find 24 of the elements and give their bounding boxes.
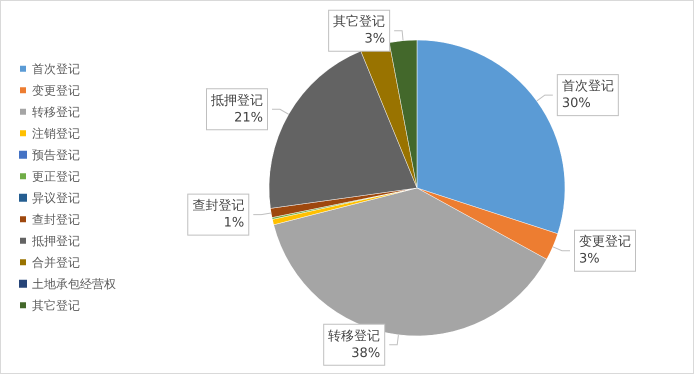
slice-label: 变更登记 <box>579 234 632 250</box>
data-label: 21% <box>234 110 264 126</box>
legend-label: 查封登记 <box>32 212 80 226</box>
legend-label: 预告登记 <box>32 148 80 162</box>
legend-label: 抵押登记 <box>31 234 80 248</box>
legend-label: 更正登记 <box>32 169 80 184</box>
data-label: 1% <box>224 216 244 231</box>
slice-label: 转移登记 <box>328 328 380 344</box>
legend-label: 转移登记 <box>32 104 80 119</box>
legend-label: 变更登记 <box>32 83 80 98</box>
slice-label: 查封登记 <box>192 198 244 214</box>
data-label: 3% <box>364 32 386 47</box>
legend-label: 合并登记 <box>32 255 80 270</box>
legend-label: 首次登记 <box>32 62 80 76</box>
legend-label: 异议登记 <box>32 190 80 205</box>
data-label: 30% <box>562 96 591 112</box>
slice-label: 抵押登记 <box>210 93 264 108</box>
slice-label: 其它登记 <box>333 14 386 30</box>
legend-label: 其它登记 <box>32 298 80 312</box>
legend-label: 注销登记 <box>32 126 80 140</box>
data-label: 38% <box>351 346 380 361</box>
data-label: 3% <box>579 252 600 267</box>
legend-label: 土地承包经营权 <box>32 276 116 291</box>
slice-label: 首次登记 <box>562 79 614 94</box>
